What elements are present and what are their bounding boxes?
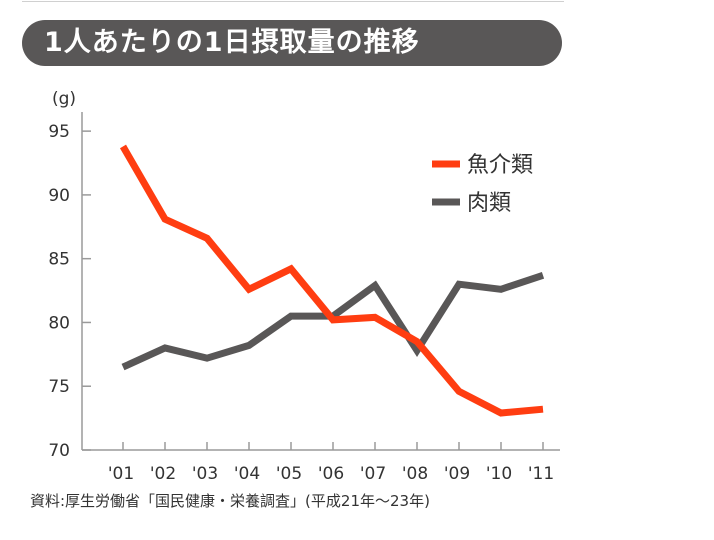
- y-tick-label: 90: [48, 186, 70, 206]
- x-tick-label: '08: [402, 464, 428, 484]
- line-chart: (g) 70 75 80 85 90 95 '01 '02 '03 '04 '05 '06 '07 '08…: [48, 89, 560, 484]
- x-tick-label: '07: [360, 464, 386, 484]
- x-tick-label: '04: [234, 464, 260, 484]
- x-tick-label: '10: [486, 464, 512, 484]
- axes: 70 75 80 85 90 95 '01 '02 '03 '04 '05 '06 '07 '08 '09 '…: [48, 112, 560, 484]
- top-rule: [22, 1, 564, 2]
- source-note: 資料:厚生労働省「国民健康・栄養調査」(平成21年〜23年): [30, 492, 430, 510]
- legend-label-fish: 魚介類: [467, 153, 533, 178]
- x-tick-label: '02: [150, 464, 176, 484]
- series-line-fish: [119, 144, 544, 417]
- x-tick-label: '09: [444, 464, 470, 484]
- y-tick-label: 70: [48, 441, 70, 461]
- y-tick-label: 85: [48, 250, 70, 270]
- y-axis-unit-label: (g): [52, 89, 76, 109]
- y-tick-label: 95: [48, 122, 70, 142]
- x-tick-label: '01: [108, 464, 134, 484]
- series-layer: [119, 144, 545, 417]
- x-tick-label: '06: [318, 464, 344, 484]
- x-tick-label: '11: [528, 464, 554, 484]
- y-tick-label: 80: [48, 313, 70, 333]
- legend-label-meat: 肉類: [467, 191, 511, 216]
- title-bar: [22, 20, 562, 66]
- y-tick-label: 75: [48, 377, 70, 397]
- chart-title: 1人あたりの1日摂取量の推移: [44, 27, 420, 58]
- x-tick-label: '03: [192, 464, 218, 484]
- x-tick-label: '05: [276, 464, 302, 484]
